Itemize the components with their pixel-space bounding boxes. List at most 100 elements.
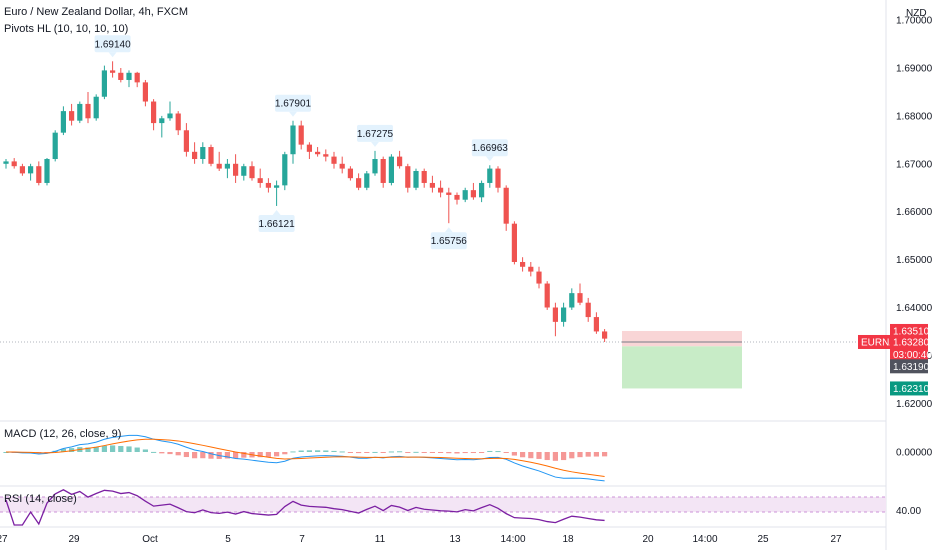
macd-histogram-bar bbox=[93, 446, 99, 452]
macd-histogram-bar bbox=[85, 447, 91, 452]
candle-body bbox=[347, 168, 353, 179]
x-tick-label: 29 bbox=[68, 534, 80, 545]
macd-axis-label: 0.00000 bbox=[896, 448, 932, 459]
candle-body bbox=[339, 163, 345, 169]
candle-body bbox=[290, 125, 296, 155]
currency-label: NZD bbox=[906, 8, 927, 19]
candle-body bbox=[183, 130, 189, 152]
rsi-line bbox=[5, 489, 605, 526]
candle-body bbox=[569, 293, 575, 308]
rsi-axis-label: 40.00 bbox=[896, 506, 921, 517]
macd-histogram-bar bbox=[593, 452, 599, 457]
macd-histogram-bar bbox=[364, 452, 370, 453]
macd-histogram-bar bbox=[159, 452, 165, 454]
candle-body bbox=[561, 307, 567, 322]
candle-body bbox=[110, 70, 116, 73]
candle-body bbox=[241, 166, 247, 176]
candle-body bbox=[602, 331, 608, 339]
target-price-tag-bg bbox=[890, 323, 928, 338]
candle-body bbox=[388, 156, 394, 183]
candle-body bbox=[405, 166, 411, 188]
macd-histogram-bar bbox=[241, 452, 247, 458]
macd-histogram-bar bbox=[134, 447, 140, 452]
x-tick-label: 14:00 bbox=[692, 534, 717, 545]
symbol-tag: EURNZD bbox=[861, 337, 903, 348]
macd-histogram-bar bbox=[101, 445, 107, 452]
candle-body bbox=[503, 187, 509, 224]
stop-zone bbox=[622, 346, 742, 389]
macd-histogram-bar bbox=[470, 452, 476, 454]
pivot-pointer bbox=[289, 111, 297, 117]
candle-body bbox=[331, 156, 337, 164]
macd-histogram-bar bbox=[142, 449, 148, 452]
candle-body bbox=[118, 72, 124, 80]
macd-histogram-bar bbox=[224, 452, 230, 459]
chart-title: Euro / New Zealand Dollar, 4h, FXCM bbox=[4, 6, 189, 18]
candle-body bbox=[421, 170, 427, 183]
candle-body bbox=[142, 82, 148, 102]
macd-histogram-bar bbox=[503, 452, 509, 453]
candle-body bbox=[323, 154, 329, 157]
candle-body bbox=[151, 101, 157, 124]
target-price-tag: 1.63510 bbox=[893, 326, 930, 337]
candle-body bbox=[380, 159, 386, 183]
x-tick-label: 27 bbox=[830, 534, 842, 545]
macd-histogram-bar bbox=[323, 450, 329, 452]
macd-histogram-bar bbox=[315, 450, 321, 452]
macd-histogram-bar bbox=[552, 452, 558, 461]
candle-body bbox=[470, 190, 476, 198]
x-tick-label: Oct bbox=[142, 534, 158, 545]
pivot-pointer bbox=[444, 227, 453, 233]
macd-histogram-bar bbox=[110, 445, 116, 452]
candle-body bbox=[44, 159, 50, 183]
candle-body bbox=[249, 166, 255, 179]
y-tick-label: 1.62000 bbox=[896, 399, 932, 410]
macd-histogram-bar bbox=[487, 450, 493, 452]
candle-body bbox=[413, 170, 419, 188]
candle-body bbox=[585, 302, 591, 318]
macd-histogram-bar bbox=[602, 452, 608, 457]
stop-price-tag-bg bbox=[890, 381, 928, 396]
current-price-tag-bg bbox=[890, 334, 928, 363]
candle-body bbox=[298, 125, 304, 145]
candle-body bbox=[495, 168, 501, 188]
macd-histogram-bar bbox=[192, 452, 198, 459]
candle-body bbox=[101, 70, 107, 97]
candle-body bbox=[85, 103, 91, 119]
y-tick-label: 1.68000 bbox=[896, 111, 932, 122]
macd-histogram-bar bbox=[290, 451, 296, 453]
entry-price-tag-bg bbox=[890, 359, 928, 374]
pivot-label: 1.69140 bbox=[95, 39, 132, 50]
candle-body bbox=[60, 111, 66, 133]
macd-histogram-bar bbox=[200, 452, 206, 459]
macd-histogram-bar bbox=[413, 451, 419, 453]
rsi-label: RSI (14, close) bbox=[4, 493, 77, 505]
candle-body bbox=[11, 161, 17, 167]
macd-histogram-bar bbox=[495, 451, 501, 453]
x-tick-label: 5 bbox=[225, 534, 231, 545]
macd-histogram-bar bbox=[298, 450, 304, 452]
candle-body bbox=[3, 161, 9, 164]
y-tick-label: 1.64000 bbox=[896, 303, 932, 314]
candle-body bbox=[544, 283, 550, 308]
candle-body bbox=[356, 178, 362, 188]
candle-body bbox=[397, 156, 403, 167]
candle-body bbox=[306, 144, 312, 152]
candle-body bbox=[454, 194, 460, 200]
macd-histogram-bar bbox=[561, 452, 567, 461]
candle-body bbox=[593, 317, 599, 332]
y-tick-label: 1.70000 bbox=[896, 16, 932, 27]
pivot-pointer bbox=[485, 156, 494, 162]
candle-body bbox=[274, 185, 280, 188]
macd-histogram-bar bbox=[397, 451, 403, 453]
candle-body bbox=[487, 168, 493, 183]
candle-body bbox=[438, 187, 444, 193]
macd-histogram-bar bbox=[331, 450, 337, 452]
candle-body bbox=[167, 113, 173, 119]
macd-histogram-bar bbox=[233, 452, 239, 459]
macd-histogram-bar bbox=[520, 452, 526, 458]
macd-histogram-bar bbox=[372, 451, 378, 453]
indicator-label: Pivots HL (10, 10, 10, 10) bbox=[4, 23, 129, 35]
signal-line bbox=[5, 438, 605, 477]
